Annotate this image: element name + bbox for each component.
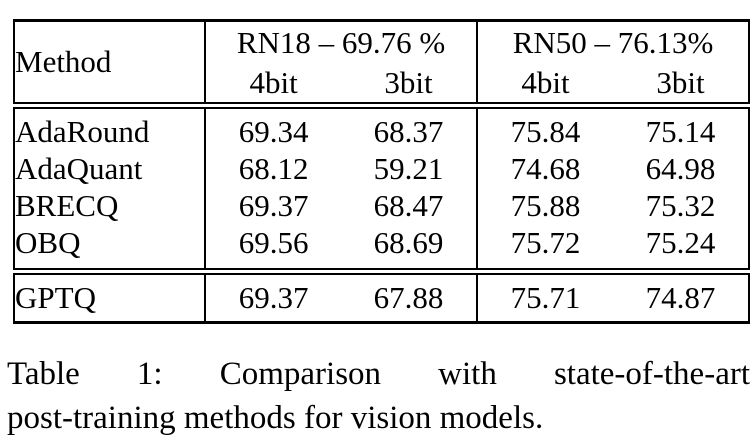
value-cell: 69.34 [238, 114, 309, 149]
results-table: Method RN18 – 69.76 % RN50 – 76.13% 4bit… [12, 19, 750, 324]
value-cell: 75.88 [510, 188, 581, 223]
caption-line-2: post-training methods for vision models. [7, 400, 544, 436]
value-cell: 68.37 [341, 105, 479, 150]
column-header-rn18-3bit: 3bit [341, 64, 479, 109]
value-cell: 59.21 [341, 150, 479, 187]
value-cell: 68.12 [238, 151, 309, 186]
method-cell: AdaRound [12, 105, 207, 150]
column-header-rn18-4bit: 4bit [205, 64, 342, 109]
method-cell: OBQ [12, 224, 207, 272]
header-row-groups: Method RN18 – 69.76 % RN50 – 76.13% [12, 20, 750, 109]
table-row: AdaQuant 68.12 59.21 74.68 64.98 [12, 150, 750, 187]
results-table-wrap: Method RN18 – 69.76 % RN50 – 76.13% 4bit… [12, 19, 750, 324]
method-cell: BRECQ [12, 187, 207, 224]
table-row: AdaRound 69.34 68.37 75.84 75.14 [12, 105, 750, 150]
method-cell: GPTQ [12, 268, 207, 323]
value-cell: 69.37 [238, 188, 309, 223]
value-cell: 69.37 [205, 268, 342, 323]
value-cell: 74.68 [510, 151, 581, 186]
header-row-subcols: 4bit 3bit 4bit 3bit [14, 64, 750, 109]
value-cell: 75.71 [477, 268, 613, 323]
table-row: OBQ 69.56 68.69 75.72 75.24 [12, 224, 750, 272]
value-cell: 69.56 [238, 225, 309, 260]
column-header-rn50-4bit: 4bit [477, 64, 613, 109]
table-header: Method RN18 – 69.76 % RN50 – 76.13% 4bit… [12, 20, 750, 109]
caption-line-1: Table 1: Comparison with state-of-the-ar… [7, 356, 750, 392]
column-group-rn50: RN50 – 76.13% [477, 20, 750, 64]
table-footer: GPTQ 69.37 67.88 75.71 74.87 [12, 268, 750, 323]
table-row-gptq: GPTQ 69.37 67.88 75.71 74.87 [12, 268, 750, 323]
column-group-rn18: RN18 – 69.76 % [205, 20, 479, 64]
value-cell: 75.32 [613, 187, 750, 224]
value-cell: 67.88 [341, 268, 479, 323]
value-cell: 68.69 [341, 224, 479, 272]
value-cell: 68.47 [341, 187, 479, 224]
value-cell: 64.98 [613, 150, 750, 187]
value-cell: 75.72 [510, 225, 581, 260]
value-cell: 75.14 [613, 105, 750, 150]
column-header-rn50-3bit: 3bit [613, 64, 750, 109]
table-row: BRECQ 69.37 68.47 75.88 75.32 [12, 187, 750, 224]
method-cell: AdaQuant [12, 150, 207, 187]
table-caption: Table 1: Comparison with state-of-the-ar… [7, 352, 750, 440]
column-header-method: Method [12, 20, 207, 109]
value-cell: 75.24 [613, 224, 750, 272]
table-body: AdaRound 69.34 68.37 75.84 75.14 AdaQuan… [12, 105, 750, 272]
value-cell: 74.87 [613, 268, 750, 323]
value-cell: 75.84 [510, 114, 581, 149]
